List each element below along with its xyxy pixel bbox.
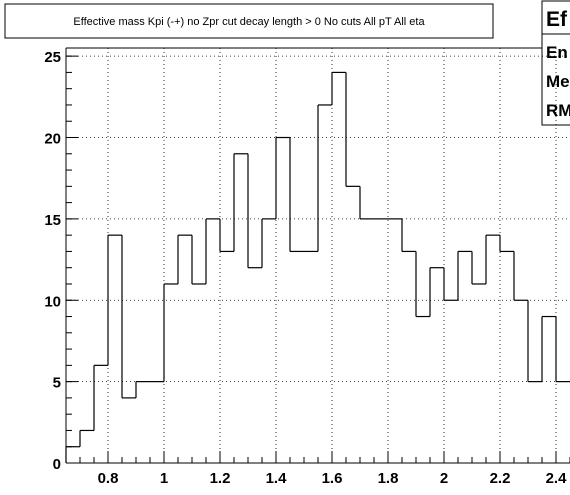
histogram-bin — [247, 153, 262, 269]
histogram-bin — [513, 251, 528, 301]
histogram-bin — [471, 251, 486, 285]
histogram-bin — [135, 381, 150, 398]
ticks-layer — [65, 55, 570, 464]
x-tick-label: 2 — [440, 470, 448, 487]
histogram-bin — [219, 218, 234, 253]
histogram-bin — [555, 316, 570, 383]
histogram-bin — [205, 218, 220, 284]
stats-header: Ef — [546, 8, 568, 31]
x-tick-label: 1 — [160, 470, 168, 487]
title-box — [4, 3, 494, 39]
x-tick-label: 0.8 — [98, 470, 119, 487]
histogram-bin — [121, 235, 136, 399]
tick-labels-layer: 0.8 1 1.2 1.4 1.6 1.8 2 2.2 2.4 0 5 10 15 20 25 — [44, 49, 567, 487]
histogram-bin — [191, 235, 206, 285]
histogram-bin — [275, 136, 290, 219]
histogram-bin — [429, 267, 444, 317]
x-tick-label: 1.8 — [378, 470, 399, 487]
y-tick-label: 15 — [44, 212, 61, 229]
chart-title: Effective mass Kpi (-+) no Zpr cut decay… — [73, 16, 425, 28]
histogram-bin — [345, 72, 360, 187]
x-tick-label: 2.4 — [546, 470, 568, 487]
y-tick-label: 20 — [44, 131, 61, 148]
histogram-bin — [107, 234, 122, 366]
x-tick-label: 1.6 — [322, 470, 343, 487]
stats-box: Ef En Me RM — [541, 0, 570, 126]
histogram-bin — [359, 186, 374, 220]
stats-mean-label: Me — [546, 72, 570, 91]
histogram-bin — [443, 267, 458, 301]
histogram-bin — [163, 283, 178, 382]
histogram-bin — [233, 153, 248, 252]
x-tick-label: 2.2 — [490, 470, 511, 487]
y-tick-label: 0 — [53, 456, 61, 473]
histogram-bin — [79, 429, 94, 447]
histogram-bin — [457, 250, 472, 301]
histogram-bin — [93, 364, 108, 431]
histogram-bin — [177, 234, 192, 284]
histogram-bin — [317, 104, 332, 252]
histogram-bin — [401, 218, 416, 253]
y-tick-label: 10 — [44, 293, 61, 310]
y-tick-label: 25 — [44, 49, 61, 66]
histogram-bin — [415, 251, 430, 318]
x-tick-label: 1.4 — [266, 470, 288, 487]
histogram-bin — [65, 446, 80, 463]
histogram-bin — [541, 315, 556, 382]
x-tick-label: 1.2 — [210, 470, 231, 487]
histogram-bin — [527, 300, 542, 383]
histogram-bin — [331, 71, 346, 105]
histogram-bins — [65, 71, 570, 463]
histogram-bin — [499, 235, 514, 253]
histogram-bin — [261, 218, 276, 268]
histogram-bin — [289, 137, 304, 253]
y-tick-label: 5 — [53, 375, 61, 392]
stats-rms-label: RM — [546, 101, 570, 120]
histogram-bin — [485, 234, 500, 284]
stats-entries-label: En — [546, 43, 568, 62]
